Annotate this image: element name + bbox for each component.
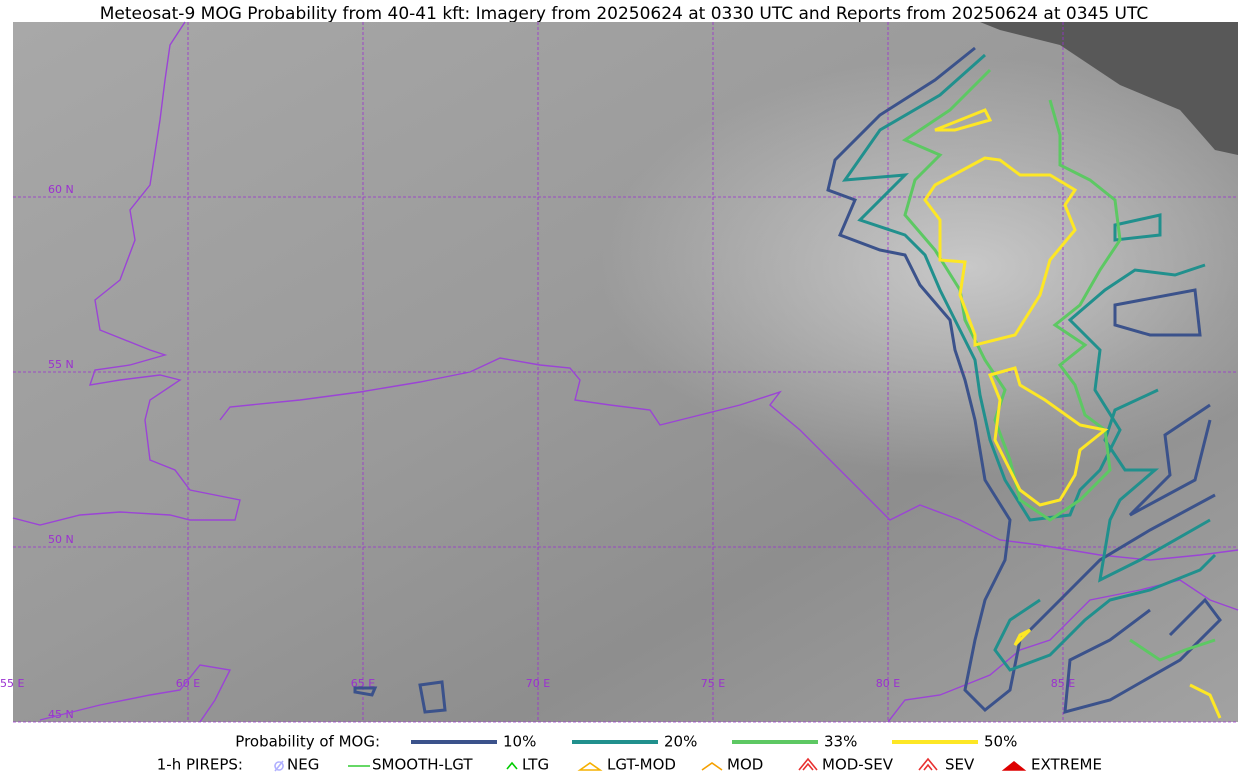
pirep-icon bbox=[274, 760, 284, 772]
contour-10 bbox=[1113, 288, 1202, 337]
border bbox=[219, 357, 1239, 561]
legend-label: NEG bbox=[287, 756, 319, 774]
lon-label: 70 E bbox=[526, 677, 550, 690]
legend-label: 10% bbox=[503, 733, 536, 751]
lon-label: 75 E bbox=[701, 677, 725, 690]
contour-10 bbox=[353, 680, 447, 714]
contour-10 bbox=[1063, 403, 1222, 715]
lon-label: 80 E bbox=[876, 677, 900, 690]
no-data-region bbox=[980, 22, 1238, 155]
lat-label: 50 N bbox=[48, 533, 74, 546]
legend-label: LGT-MOD bbox=[607, 756, 676, 774]
pirep-icon bbox=[918, 757, 938, 771]
legend-label: MOD-SEV bbox=[822, 756, 894, 774]
legend-label: 50% bbox=[984, 733, 1017, 751]
map: 55 E 60 E 65 E 70 E 75 E 80 E 85 E60 N55 N50 N… bbox=[0, 21, 1239, 723]
contour-50 bbox=[923, 108, 1222, 719]
legend-label: 33% bbox=[824, 733, 857, 751]
border bbox=[887, 579, 1239, 723]
legend-label: EXTREME bbox=[1031, 756, 1102, 774]
contour-20 bbox=[993, 213, 1217, 672]
legend-title: Probability of MOG: bbox=[235, 733, 380, 751]
legend-label: LTG bbox=[522, 756, 549, 774]
pirep-icon bbox=[798, 757, 818, 771]
lat-label: 55 N bbox=[48, 358, 74, 371]
legend-label: SEV bbox=[945, 756, 975, 774]
border bbox=[12, 21, 241, 526]
pirep-icon bbox=[701, 762, 723, 771]
lat-label: 60 N bbox=[48, 183, 74, 196]
pirep-icon bbox=[506, 761, 518, 770]
legend-label: 20% bbox=[664, 733, 697, 751]
legend-label: SMOOTH-LGT bbox=[372, 756, 473, 774]
pirep-icon bbox=[1001, 760, 1027, 771]
legend: Probability of MOG: 10% 20% 33% 50% 1-h PIREP… bbox=[157, 733, 1102, 774]
legend-title: 1-h PIREPS: bbox=[157, 756, 243, 774]
pirep-icon bbox=[577, 762, 603, 771]
contour-20 bbox=[841, 53, 1206, 522]
map-title: Meteosat-9 MOG Probability from 40-41 kf… bbox=[100, 4, 1149, 24]
legend-label: MOD bbox=[727, 756, 763, 774]
lon-label: 85 E bbox=[1051, 677, 1075, 690]
lon-label: 55 E bbox=[0, 677, 24, 690]
border bbox=[39, 664, 232, 723]
contour-10 bbox=[826, 46, 1216, 713]
contour-33 bbox=[901, 68, 1216, 662]
